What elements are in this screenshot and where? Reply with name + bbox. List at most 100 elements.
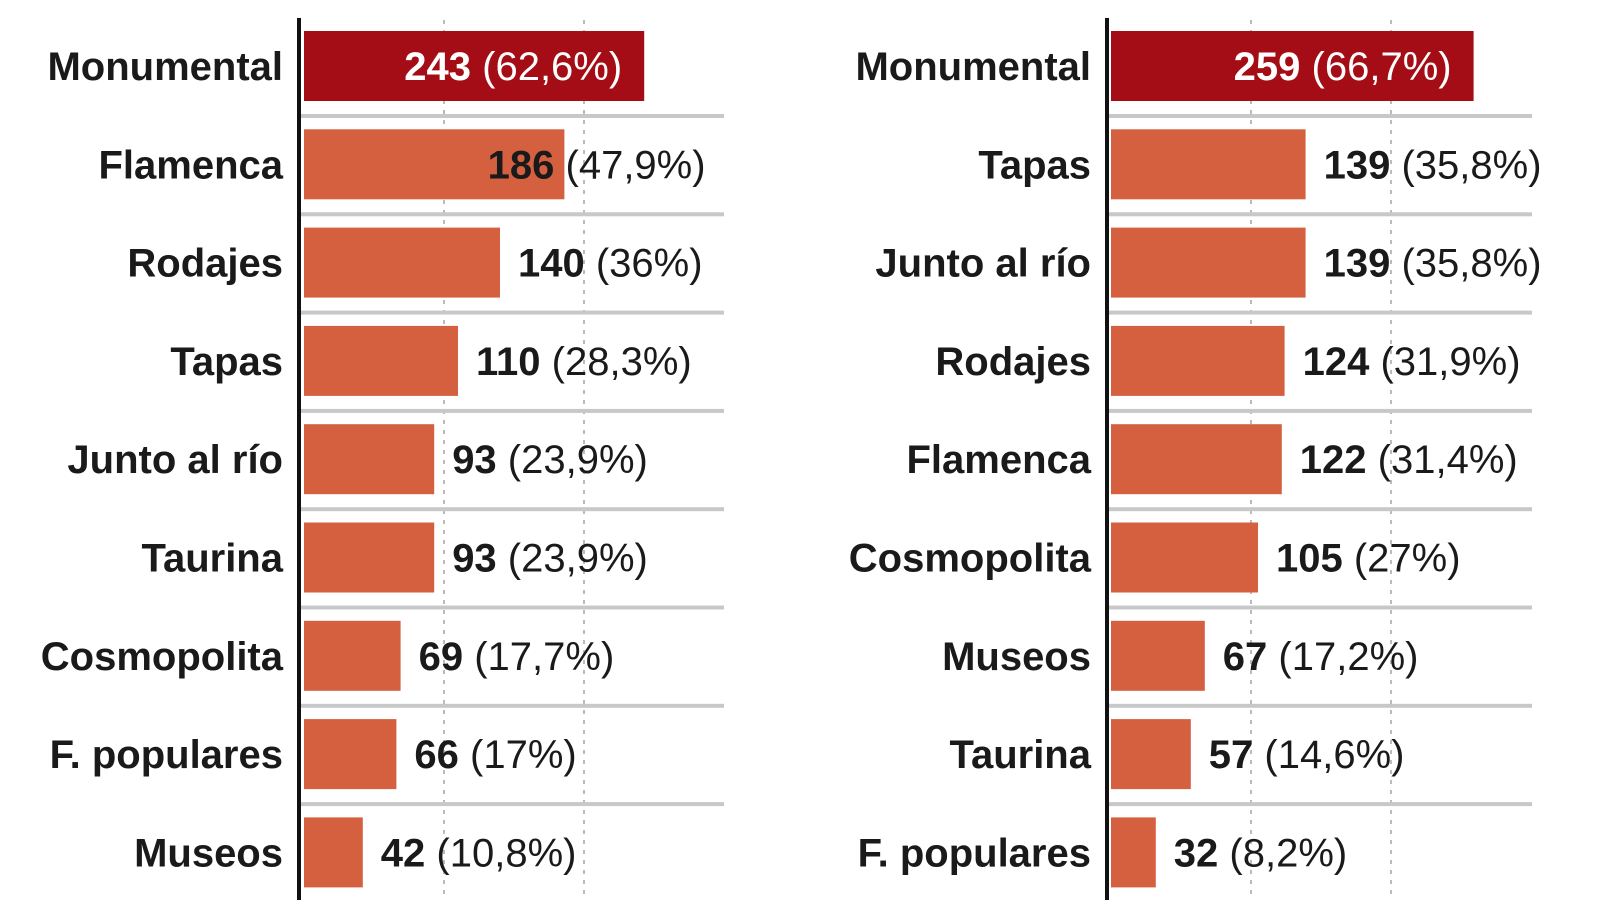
bar (1111, 325, 1285, 396)
value-percent: (47,9%) (554, 143, 705, 187)
value-number: 259 (1234, 45, 1301, 89)
category-label: Tapas (170, 340, 283, 384)
value-number: 32 (1174, 831, 1219, 875)
y-axis-line (1105, 18, 1109, 900)
chart-2: Monumental 259 (66,7%) Tapas 139 (35,8%) Jun… (849, 18, 1542, 900)
row-separator (299, 212, 724, 217)
bar (304, 719, 397, 790)
value-label: 57 (14,6%) (1209, 733, 1405, 777)
value-label: 67 (17,2%) (1223, 635, 1419, 679)
value-number: 243 (404, 45, 471, 89)
row-separator (1107, 114, 1532, 118)
row-separator (1107, 212, 1532, 217)
bar (1111, 620, 1205, 691)
value-percent: (31,9%) (1369, 340, 1520, 384)
value-number: 93 (452, 438, 497, 482)
row-separator (299, 703, 724, 708)
category-label: Monumental (47, 45, 283, 89)
value-label: 259 (66,7%) (1234, 45, 1452, 89)
row-separator (1107, 507, 1532, 512)
value-number: 67 (1223, 635, 1268, 679)
value-label: 42 (10,8%) (381, 831, 577, 875)
value-label: 122 (31,4%) (1300, 438, 1518, 482)
category-label: Rodajes (935, 340, 1091, 384)
value-label: 140 (36%) (518, 242, 703, 286)
value-number: 42 (381, 831, 426, 875)
category-label: Rodajes (127, 242, 283, 286)
value-number: 93 (452, 537, 497, 581)
value-percent: (35,8%) (1390, 242, 1541, 286)
value-percent: (28,3%) (541, 340, 692, 384)
category-label: Museos (134, 831, 283, 875)
value-label: 93 (23,9%) (452, 438, 648, 482)
bar (1111, 129, 1306, 200)
value-percent: (27%) (1343, 537, 1461, 581)
value-percent: (23,9%) (497, 438, 648, 482)
bar (304, 325, 458, 396)
value-percent: (17%) (459, 733, 577, 777)
category-label: Taurina (141, 537, 283, 581)
category-label: Monumental (855, 45, 1091, 89)
value-number: 69 (419, 635, 464, 679)
row-separator (299, 114, 724, 118)
bar (1111, 817, 1156, 888)
bar (304, 522, 435, 593)
bar (304, 31, 645, 101)
category-label: Museos (942, 635, 1091, 679)
category-label: Flamenca (906, 438, 1091, 482)
category-label: Cosmopolita (41, 635, 284, 679)
category-label: Cosmopolita (849, 537, 1092, 581)
value-percent: (31,4%) (1367, 438, 1518, 482)
value-label: 139 (35,8%) (1324, 242, 1542, 286)
category-label: F. populares (858, 831, 1091, 875)
bar (1111, 719, 1191, 790)
value-percent: (66,7%) (1300, 45, 1451, 89)
value-label: 93 (23,9%) (452, 537, 648, 581)
row-separator (1107, 802, 1532, 807)
category-label: Junto al río (67, 438, 283, 482)
value-label: 139 (35,8%) (1324, 143, 1542, 187)
row-separator (299, 408, 724, 413)
value-number: 186 (488, 143, 555, 187)
category-label: Flamenca (98, 143, 283, 187)
row-separator (1107, 408, 1532, 413)
value-percent: (36%) (585, 242, 703, 286)
value-number: 139 (1324, 143, 1391, 187)
bar (304, 129, 565, 200)
category-label: Tapas (978, 143, 1091, 187)
value-label: 124 (31,9%) (1303, 340, 1521, 384)
value-number: 57 (1209, 733, 1254, 777)
bar (304, 817, 363, 888)
category-label: F. populares (50, 733, 283, 777)
bar (1111, 424, 1282, 495)
value-number: 140 (518, 242, 585, 286)
bar (1111, 31, 1474, 101)
value-percent: (35,8%) (1390, 143, 1541, 187)
value-label: 105 (27%) (1276, 537, 1461, 581)
value-percent: (17,7%) (463, 635, 614, 679)
category-label: Junto al río (875, 242, 1091, 286)
value-label: 110 (28,3%) (476, 340, 692, 384)
category-label: Taurina (949, 733, 1091, 777)
row-separator (299, 507, 724, 512)
bar (304, 424, 435, 495)
row-separator (1107, 310, 1532, 315)
value-number: 105 (1276, 537, 1343, 581)
value-percent: (17,2%) (1267, 635, 1418, 679)
value-label: 243 (62,6%) (404, 45, 622, 89)
value-number: 110 (476, 340, 541, 384)
value-number: 122 (1300, 438, 1367, 482)
value-label: 32 (8,2%) (1174, 831, 1347, 875)
value-percent: (14,6%) (1253, 733, 1404, 777)
value-percent: (10,8%) (425, 831, 576, 875)
value-number: 124 (1303, 340, 1370, 384)
row-separator (299, 605, 724, 610)
chart-1: Monumental 243 (62,6%) Flamenca 186 (47,9%)… (41, 18, 724, 900)
row-separator (299, 310, 724, 315)
row-separator (299, 802, 724, 807)
value-label: 66 (17%) (414, 733, 576, 777)
value-percent: (62,6%) (471, 45, 622, 89)
value-number: 139 (1324, 242, 1391, 286)
bar (1111, 522, 1258, 593)
